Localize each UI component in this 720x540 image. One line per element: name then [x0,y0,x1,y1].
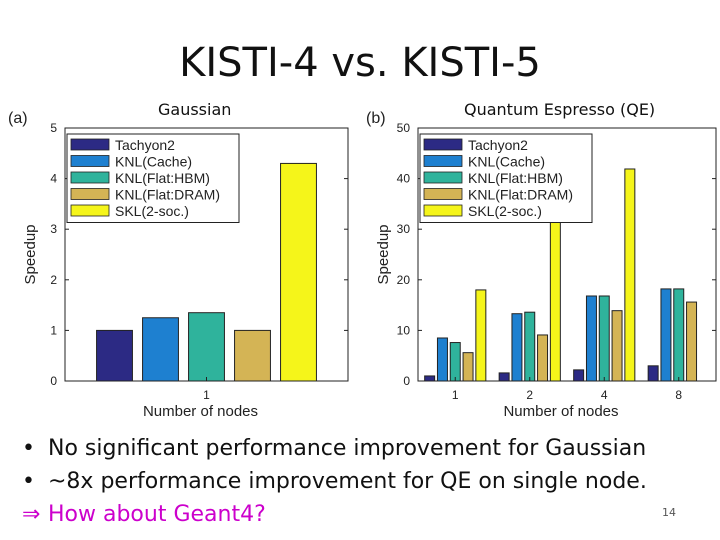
chart-b-legend-label: KNL(Flat:DRAM) [468,187,573,203]
bullet-item: • ~8x performance improvement for QE on s… [22,465,712,498]
chart-a-legend-label: KNL(Flat:HBM) [115,170,210,186]
chart-a-bar-knl-cache- [142,317,179,382]
bullet-marker: • [22,469,35,494]
chart-b-bar-skl-2-soc- [475,289,487,382]
chart-b-bar-skl-2-soc- [549,219,561,382]
chart-b-legend-swatch [423,155,463,167]
chart-a-legend-swatch [70,138,110,151]
chart-a-legend-swatch [70,204,110,217]
chart-b-subtitle: Quantum Espresso (QE) [464,100,656,119]
chart-b-xlabel: Number of nodes [503,403,618,420]
chart-b-ytick-label: 0 [403,374,410,388]
chart-b-bar-knl-flat-dram- [686,301,698,382]
chart-b-legend-swatch [423,171,463,184]
slide-title: KISTI-4 vs. KISTI-5 [179,40,541,86]
chart-a-ytick-label: 4 [50,172,57,186]
chart-b-bar-tachyon2 [573,369,585,382]
chart-b-legend-swatch [423,204,463,217]
chart-a-bar-tachyon2 [96,329,133,382]
chart-b-bar-tachyon2 [647,365,659,382]
chart-b-bar-knl-flat-hbm- [673,288,685,382]
chart-b-ytick-label: 50 [397,121,411,135]
chart-b-bar-knl-cache- [436,337,448,382]
page-number: 14 [662,506,676,519]
arrow-marker: ⇒ [22,502,41,527]
chart-b-bar-skl-2-soc- [624,168,636,382]
chart-b-ytick-label: 10 [397,323,411,337]
chart-b-legend-label: KNL(Cache) [468,154,545,170]
chart-a-legend-label: KNL(Flat:DRAM) [115,187,220,203]
bullet-text: No significant performance improvement f… [48,436,647,461]
chart-b-xtick-label: 8 [675,388,682,402]
chart-b-legend-swatch [423,138,463,151]
chart-a-ytick-label: 0 [50,374,57,388]
chart-b-bar-knl-cache- [585,295,597,382]
bullet-item: • No significant performance improvement … [22,432,712,465]
chart-b-bar-knl-flat-hbm- [449,342,461,382]
chart-b-bar-knl-cache- [511,313,523,382]
chart-b-bar-knl-flat-dram- [611,310,623,382]
chart-a-ytick-label: 3 [50,222,57,236]
chart-b-legend-label: SKL(2-soc.) [468,203,542,219]
chart-b-xtick-label: 4 [601,388,608,402]
chart-b-xtick-label: 2 [526,388,533,402]
chart-a-legend-label: Tachyon2 [115,137,175,153]
bullet-marker: • [22,436,35,461]
chart-a-xlabel: Number of nodes [143,403,258,420]
chart-b-bar-tachyon2 [424,375,436,382]
followup-text: How about Geant4? [48,502,266,527]
chart-a-subtitle: Gaussian [158,100,232,119]
chart-a-legend-swatch [70,155,110,167]
chart-a-legend-label: KNL(Cache) [115,154,192,170]
chart-a-ytick-label: 5 [50,121,57,135]
chart-a-ytick-label: 2 [50,273,57,287]
chart-a-legend-swatch [70,188,110,200]
chart-a-bar-knl-flat-hbm- [188,312,225,382]
chart-b-axes-box [417,127,717,382]
chart-a-panel-label: (a) [8,110,28,127]
chart-b-bar-tachyon2 [498,372,510,382]
chart-a-bar-knl-flat-dram- [234,329,271,382]
chart-b-legend-swatch [423,188,463,200]
chart-b-legend-label: Tachyon2 [468,137,528,153]
chart-b-bar-knl-flat-dram- [462,352,474,382]
chart-b-ytick-label: 40 [397,172,411,186]
chart-a-ylabel: Speedup [22,224,39,284]
chart-a-bar-skl-2-soc- [280,162,317,382]
chart-b-ytick-label: 30 [397,222,411,236]
chart-a-legend-swatch [70,171,110,184]
chart-a-legend-label: SKL(2-soc.) [115,203,189,219]
chart-b-bar-knl-cache- [660,288,672,382]
chart-b-ytick-label: 20 [397,273,411,287]
chart-b-bar-knl-flat-hbm- [598,295,610,382]
bullet-text: ~8x performance improvement for QE on si… [48,469,647,494]
chart-b-legend-label: KNL(Flat:HBM) [468,170,563,186]
chart-b-bar-knl-flat-dram- [537,334,549,382]
chart-b-xtick-label: 1 [452,388,459,402]
followup-question: ⇒ How about Geant4? [22,498,712,531]
bullet-list: • No significant performance improvement … [22,432,712,531]
chart-b-bar-knl-flat-hbm- [524,311,536,382]
chart-b-ylabel: Speedup [375,224,392,284]
chart-a-ytick-label: 1 [50,323,57,337]
chart-a-xtick-label: 1 [203,388,210,402]
chart-b-panel-label: (b) [366,110,386,127]
